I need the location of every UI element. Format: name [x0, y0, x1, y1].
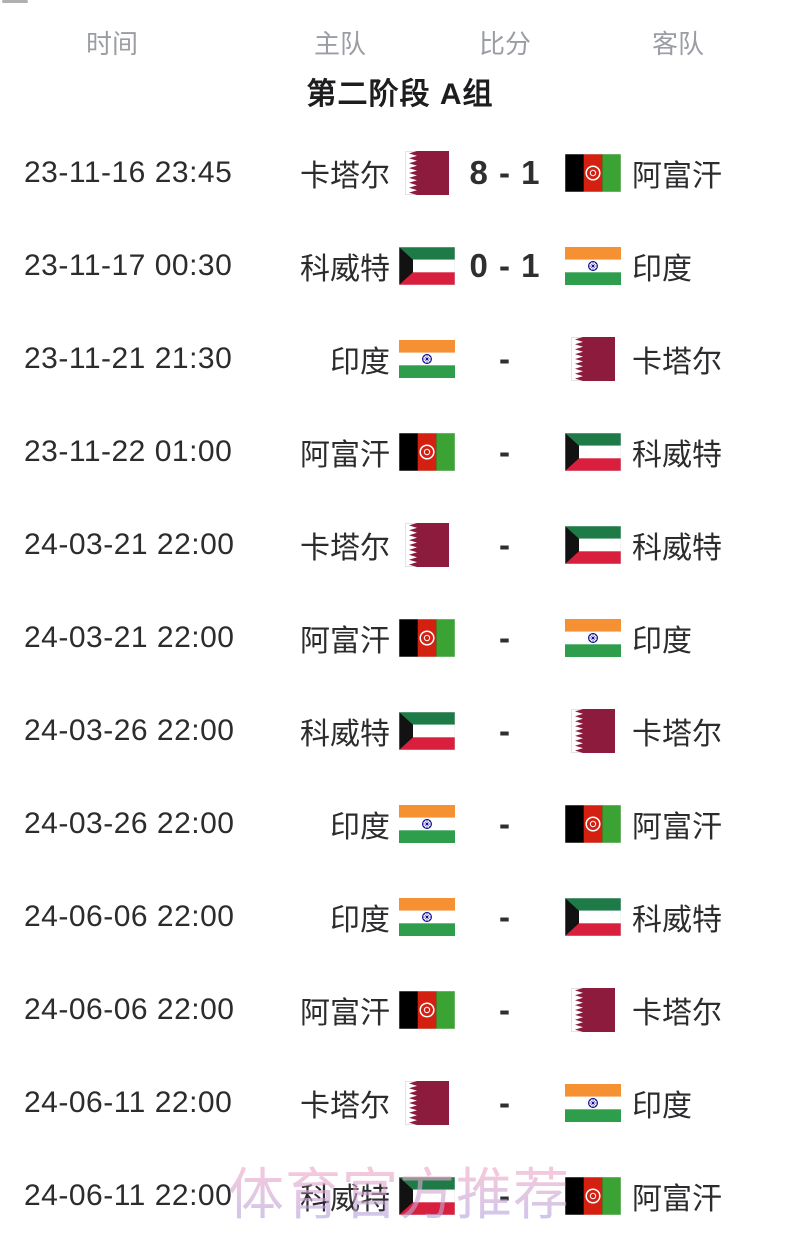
flag-qatar-icon — [398, 1079, 456, 1127]
flag-india-icon — [564, 614, 622, 662]
flag-kuwait-icon — [564, 893, 622, 941]
flag-afghanistan-icon — [564, 1172, 622, 1220]
away-team-name: 印度 — [632, 624, 692, 658]
home-team-name: 卡塔尔 — [300, 531, 390, 565]
flag-india-icon — [564, 242, 622, 290]
match-score: 8 - 1 — [469, 153, 541, 191]
match-time: 24-06-11 22:00 — [24, 1178, 233, 1212]
away-team-name: 阿富汗 — [632, 810, 722, 844]
flag-kuwait-icon — [398, 1172, 456, 1220]
home-team-name: 印度 — [330, 810, 390, 844]
away-team-name: 卡塔尔 — [632, 996, 722, 1030]
match-row[interactable]: 24-03-21 22:00 卡塔尔 - 科威特 — [0, 498, 800, 591]
match-time: 23-11-17 00:30 — [24, 248, 233, 282]
match-row[interactable]: 24-06-11 22:00 卡塔尔 - 印度 — [0, 1056, 800, 1149]
match-list: 23-11-16 23:45 卡塔尔 8 - 1 阿富汗 23-11-17 00… — [0, 126, 800, 1242]
home-team-name: 印度 — [330, 903, 390, 937]
away-team-name: 印度 — [632, 252, 692, 286]
match-row[interactable]: 23-11-22 01:00 阿富汗 - 科威特 — [0, 405, 800, 498]
away-team-name: 阿富汗 — [632, 159, 722, 193]
match-row[interactable]: 24-06-06 22:00 阿富汗 - 卡塔尔 — [0, 963, 800, 1056]
away-team-name: 印度 — [632, 1089, 692, 1123]
match-score: - — [499, 339, 511, 377]
flag-india-icon — [564, 1079, 622, 1127]
away-team-name: 卡塔尔 — [632, 345, 722, 379]
match-score: - — [499, 1176, 511, 1214]
flag-kuwait-icon — [564, 521, 622, 569]
home-team-name: 科威特 — [300, 252, 390, 286]
match-time: 23-11-16 23:45 — [24, 155, 233, 189]
table-header: 时间 主队 比分 客队 — [0, 0, 800, 64]
home-team-name: 科威特 — [300, 1182, 390, 1216]
match-score: - — [499, 525, 511, 563]
away-team-name: 科威特 — [632, 903, 722, 937]
flag-qatar-icon — [398, 149, 456, 197]
column-header-score: 比分 — [478, 29, 532, 59]
home-team-name: 阿富汗 — [300, 624, 390, 658]
match-row[interactable]: 23-11-21 21:30 印度 - 卡塔尔 — [0, 312, 800, 405]
match-score: - — [499, 1083, 511, 1121]
match-time: 23-11-21 21:30 — [24, 341, 233, 375]
match-row[interactable]: 24-03-26 22:00 印度 - 阿富汗 — [0, 777, 800, 870]
home-team-name: 卡塔尔 — [300, 1089, 390, 1123]
match-score: 0 - 1 — [469, 246, 541, 284]
column-header-home: 主队 — [313, 29, 367, 59]
home-team-name: 卡塔尔 — [300, 159, 390, 193]
away-team-name: 阿富汗 — [632, 1182, 722, 1216]
match-time: 24-06-11 22:00 — [24, 1085, 233, 1119]
home-team-name: 印度 — [330, 345, 390, 379]
flag-afghanistan-icon — [398, 986, 456, 1034]
flag-afghanistan-icon — [564, 149, 622, 197]
group-stage-title: 第二阶段 A组 — [306, 78, 494, 111]
flag-india-icon — [398, 893, 456, 941]
flag-qatar-icon — [564, 986, 622, 1034]
column-header-time: 时间 — [85, 29, 139, 59]
match-score: - — [499, 618, 511, 656]
match-time: 24-06-06 22:00 — [24, 899, 235, 933]
flag-afghanistan-icon — [398, 428, 456, 476]
away-team-name: 科威特 — [632, 438, 722, 472]
match-time: 24-06-06 22:00 — [24, 992, 235, 1026]
match-score: - — [499, 897, 511, 935]
flag-kuwait-icon — [564, 428, 622, 476]
match-score: - — [499, 432, 511, 470]
match-row[interactable]: 24-06-06 22:00 印度 - 科威特 — [0, 870, 800, 963]
flag-kuwait-icon — [398, 242, 456, 290]
match-time: 24-03-26 22:00 — [24, 713, 235, 747]
away-team-name: 科威特 — [632, 531, 722, 565]
home-team-name: 阿富汗 — [300, 438, 390, 472]
flag-qatar-icon — [564, 335, 622, 383]
match-row[interactable]: 24-06-11 22:00 科威特 - 阿富汗 — [0, 1149, 800, 1242]
home-team-name: 科威特 — [300, 717, 390, 751]
match-score: - — [499, 990, 511, 1028]
match-row[interactable]: 24-03-21 22:00 阿富汗 - 印度 — [0, 591, 800, 684]
flag-kuwait-icon — [398, 707, 456, 755]
match-score: - — [499, 804, 511, 842]
flag-india-icon — [398, 800, 456, 848]
match-time: 24-03-21 22:00 — [24, 620, 235, 654]
home-team-name: 阿富汗 — [300, 996, 390, 1030]
flag-qatar-icon — [398, 521, 456, 569]
match-time: 23-11-22 01:00 — [24, 434, 233, 468]
screen-edge-artifact — [2, 0, 28, 3]
flag-india-icon — [398, 335, 456, 383]
match-score: - — [499, 711, 511, 749]
match-row[interactable]: 23-11-16 23:45 卡塔尔 8 - 1 阿富汗 — [0, 126, 800, 219]
column-header-away: 客队 — [651, 29, 705, 59]
flag-afghanistan-icon — [398, 614, 456, 662]
match-time: 24-03-26 22:00 — [24, 806, 235, 840]
match-row[interactable]: 24-03-26 22:00 科威特 - 卡塔尔 — [0, 684, 800, 777]
flag-qatar-icon — [564, 707, 622, 755]
match-row[interactable]: 23-11-17 00:30 科威特 0 - 1 印度 — [0, 219, 800, 312]
match-time: 24-03-21 22:00 — [24, 527, 235, 561]
flag-afghanistan-icon — [564, 800, 622, 848]
away-team-name: 卡塔尔 — [632, 717, 722, 751]
